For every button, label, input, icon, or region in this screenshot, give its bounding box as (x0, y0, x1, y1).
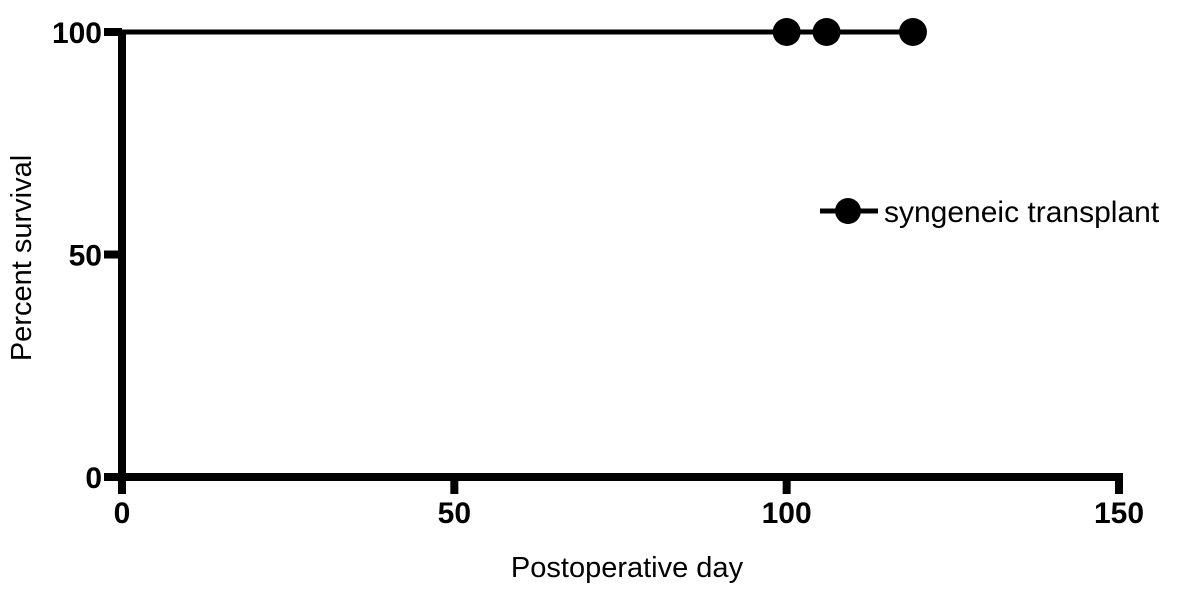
axes (118, 29, 1123, 481)
x-tick-label: 100 (762, 497, 812, 530)
x-tick-label: 0 (114, 497, 131, 530)
censor-marker (772, 18, 801, 46)
survival-series (122, 18, 927, 46)
x-axis-ticks: 0 50 100 150 (114, 477, 1144, 530)
legend: syngeneic transplant (820, 196, 1160, 229)
x-tick-label: 50 (438, 497, 471, 530)
legend-marker-icon (835, 198, 861, 224)
x-tick-label: 150 (1094, 497, 1144, 530)
legend-label: syngeneic transplant (884, 196, 1160, 229)
censor-marker (898, 18, 927, 46)
x-axis-title: Postoperative day (511, 552, 744, 584)
censor-marker (812, 18, 841, 46)
y-axis-title: Percent survival (6, 155, 38, 361)
y-tick-label: 100 (52, 17, 102, 50)
y-axis-ticks: 0 50 100 (52, 17, 122, 495)
y-tick-label: 50 (69, 239, 102, 272)
y-tick-label: 0 (85, 462, 102, 495)
